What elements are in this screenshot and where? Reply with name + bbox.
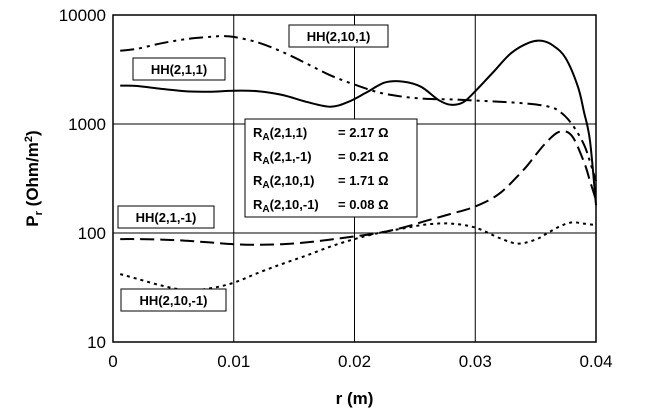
- series-label-text: HH(2,1,1): [151, 62, 207, 77]
- series-line-1: [120, 39, 597, 206]
- annotation-line: RA(2,1,1) = 2.17 Ω: [253, 125, 389, 143]
- x-axis-label: r (m): [336, 389, 374, 408]
- series-label-text: HH(2,10,-1): [140, 293, 208, 308]
- x-tick-label: 0: [108, 352, 117, 371]
- series-label-hh-2-1-1: HH(2,1,1): [132, 57, 226, 81]
- y-tick-label: 10: [87, 333, 106, 352]
- x-tick-label: 0.01: [217, 352, 250, 371]
- series-label-hh-2-1-neg1: HH(2,1,-1): [117, 205, 215, 229]
- y-tick-label: 1000: [68, 115, 106, 134]
- y-tick-label: 100: [78, 224, 106, 243]
- y-axis-label: Pr (Ohm/m2): [23, 130, 45, 226]
- x-tick-label: 0.03: [459, 352, 492, 371]
- series-line-4: [119, 221, 597, 292]
- series-label-hh-2-10-1: HH(2,10,1): [288, 24, 389, 48]
- x-tick-label: 0.04: [579, 352, 612, 371]
- resistance-annotation: RA(2,1,1) = 2.17 Ω RA(2,1,-1) = 0.21 Ω RA(…: [244, 118, 418, 218]
- series-label-text: HH(2,1,-1): [136, 210, 197, 225]
- y-tick-label: 10000: [59, 6, 106, 25]
- tick-labels: 0 0.01 0.02 0.03 0.04 10 100 1000 10000: [59, 6, 613, 371]
- series-layer: [119, 35, 597, 292]
- series-label-hh-2-10-neg1: HH(2,10,-1): [120, 288, 227, 312]
- annotation-line: RA(2,10,1) = 1.71 Ω: [253, 173, 389, 191]
- annotation-line: RA(2,10,-1) = 0.08 Ω: [253, 197, 389, 215]
- annotation-line: RA(2,1,-1) = 0.21 Ω: [253, 149, 389, 167]
- series-label-text: HH(2,10,1): [307, 29, 371, 44]
- x-tick-label: 0.02: [338, 352, 371, 371]
- series-line-2: [120, 35, 597, 182]
